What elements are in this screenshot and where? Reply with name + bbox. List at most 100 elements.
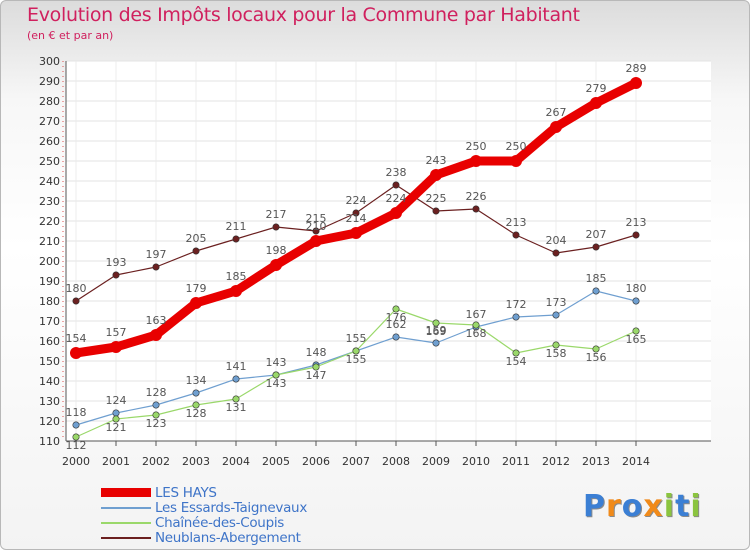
y-tick-label: 260	[39, 135, 60, 148]
data-label-les-essards-taignevaux: 159	[426, 324, 447, 337]
x-tick-label: 2009	[422, 455, 450, 468]
data-point-les-hays	[430, 169, 442, 181]
data-point-chainee-des-coupis	[352, 347, 360, 355]
x-tick-label: 2010	[462, 455, 490, 468]
chart-subtitle: (en € et par an)	[27, 29, 114, 42]
legend-label-les-hays: LES HAYS	[155, 484, 217, 501]
data-point-chainee-des-coupis	[152, 411, 160, 419]
legend-label-les-essards-taignevaux: Les Essards-Taignevaux	[155, 499, 308, 516]
data-point-chainee-des-coupis	[112, 415, 120, 423]
y-tick-label: 180	[39, 295, 60, 308]
data-label-les-hays: 289	[626, 62, 647, 75]
y-tick-label: 280	[39, 95, 60, 108]
data-point-neublans-abergement	[272, 223, 280, 231]
data-point-neublans-abergement	[72, 297, 80, 305]
data-label-chainee-des-coupis: 176	[386, 311, 407, 324]
legend-item-les-essards-taignevaux: Les Essards-Taignevaux	[101, 499, 308, 516]
data-point-chainee-des-coupis	[552, 341, 560, 349]
data-point-les-essards-taignevaux	[152, 401, 160, 409]
data-point-neublans-abergement	[432, 207, 440, 215]
data-label-les-hays: 224	[386, 192, 407, 205]
data-point-les-hays	[350, 227, 362, 239]
data-point-chainee-des-coupis	[232, 395, 240, 403]
legend-swatch-neublans-abergement	[101, 536, 151, 539]
data-point-les-hays	[630, 77, 642, 89]
data-label-neublans-abergement: 213	[626, 216, 647, 229]
data-label-chainee-des-coupis: 165	[626, 333, 647, 346]
x-tick-label: 2013	[582, 455, 610, 468]
x-tick-label: 2002	[142, 455, 170, 468]
data-label-chainee-des-coupis: 154	[506, 355, 527, 368]
data-label-neublans-abergement: 217	[266, 208, 287, 221]
data-label-les-essards-taignevaux: 143	[266, 356, 287, 369]
data-label-les-hays: 267	[546, 106, 567, 119]
data-label-les-hays: 214	[346, 212, 367, 225]
data-point-neublans-abergement	[552, 249, 560, 257]
data-label-les-essards-taignevaux: 180	[626, 282, 647, 295]
data-label-chainee-des-coupis: 128	[186, 407, 207, 420]
data-point-chainee-des-coupis	[632, 327, 640, 335]
x-tick-label: 2006	[302, 455, 330, 468]
data-point-les-essards-taignevaux	[232, 375, 240, 383]
data-label-les-essards-taignevaux: 155	[346, 332, 367, 345]
data-label-chainee-des-coupis: 143	[266, 377, 287, 390]
legend: LES HAYS Les Essards-Taignevaux Chaînée-…	[101, 484, 308, 546]
data-label-les-essards-taignevaux: 148	[306, 346, 327, 359]
data-point-neublans-abergement	[392, 181, 400, 189]
x-tick-label: 2014	[622, 455, 650, 468]
data-point-chainee-des-coupis	[192, 401, 200, 409]
data-label-chainee-des-coupis: 147	[306, 369, 327, 382]
data-label-neublans-abergement: 180	[66, 282, 87, 295]
legend-item-chainee-des-coupis: Chaînée-des-Coupis	[101, 515, 307, 531]
y-tick-label: 140	[39, 375, 60, 388]
data-point-chainee-des-coupis	[472, 321, 480, 329]
data-point-neublans-abergement	[352, 209, 360, 217]
data-label-les-hays: 279	[586, 82, 607, 95]
x-tick-label: 2004	[222, 455, 250, 468]
data-point-les-essards-taignevaux	[392, 333, 400, 341]
data-label-les-hays: 154	[66, 332, 87, 345]
data-point-les-hays	[230, 285, 242, 297]
data-point-les-hays	[270, 259, 282, 271]
data-label-neublans-abergement: 215	[306, 212, 327, 225]
data-label-chainee-des-coupis: 123	[146, 417, 167, 430]
data-label-chainee-des-coupis: 169	[426, 325, 447, 338]
data-label-les-essards-taignevaux: 124	[106, 394, 127, 407]
y-tick-label: 110	[39, 435, 60, 448]
y-tick-label: 300	[39, 55, 60, 68]
y-tick-label: 190	[39, 275, 60, 288]
x-tick-label: 2007	[342, 455, 370, 468]
data-label-les-hays: 250	[466, 140, 487, 153]
data-label-neublans-abergement: 207	[586, 228, 607, 241]
data-point-neublans-abergement	[512, 231, 520, 239]
x-tick-label: 2012	[542, 455, 570, 468]
data-label-les-hays: 157	[106, 326, 127, 339]
data-point-chainee-des-coupis	[512, 349, 520, 357]
data-point-les-essards-taignevaux	[112, 409, 120, 417]
y-tick-label: 130	[39, 395, 60, 408]
plot-area	[66, 61, 711, 441]
data-point-les-hays	[590, 97, 602, 109]
data-label-les-hays: 198	[266, 244, 287, 257]
data-point-chainee-des-coupis	[432, 319, 440, 327]
y-tick-label: 250	[39, 155, 60, 168]
data-point-les-essards-taignevaux	[632, 297, 640, 305]
data-label-les-essards-taignevaux: 141	[226, 360, 247, 373]
legend-item-neublans-abergement: Neublans-Abergement	[101, 529, 307, 546]
data-label-chainee-des-coupis: 158	[546, 347, 567, 360]
proxiti-logo: Proxiti	[583, 489, 702, 524]
legend-label-neublans-abergement: Neublans-Abergement	[155, 529, 301, 546]
y-tick-label: 210	[39, 235, 60, 248]
data-label-les-hays: 243	[426, 154, 447, 167]
x-tick-label: 2003	[182, 455, 210, 468]
data-label-chainee-des-coupis: 112	[66, 439, 87, 452]
data-label-les-essards-taignevaux: 185	[586, 272, 607, 285]
x-tick-label: 2005	[262, 455, 290, 468]
y-tick-label: 290	[39, 75, 60, 88]
data-label-chainee-des-coupis: 131	[226, 401, 247, 414]
data-label-neublans-abergement: 193	[106, 256, 127, 269]
y-tick-label: 270	[39, 115, 60, 128]
data-point-les-hays	[310, 235, 322, 247]
legend-swatch-chainee-des-coupis	[101, 521, 151, 524]
